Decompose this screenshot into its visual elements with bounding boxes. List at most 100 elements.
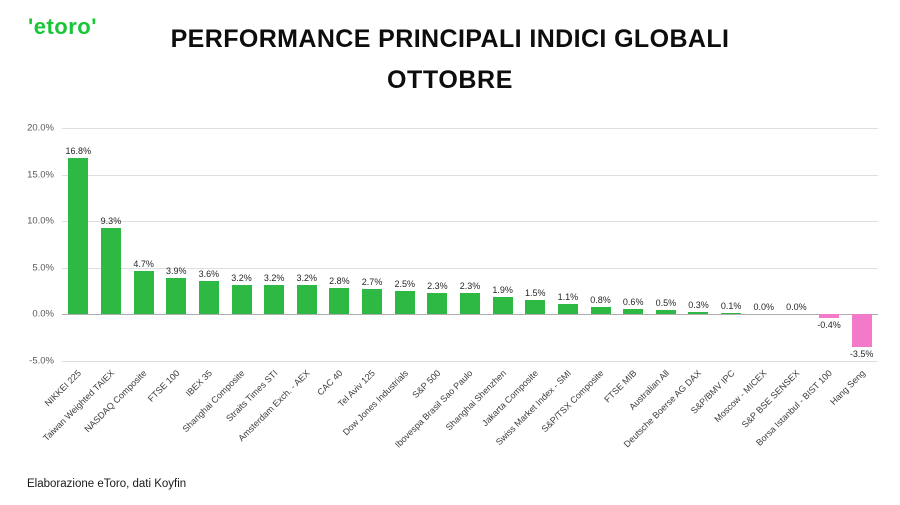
bar	[166, 278, 187, 315]
bar	[655, 309, 676, 315]
bar	[590, 306, 611, 315]
bar	[427, 292, 448, 315]
bar-group: 3.2% Shanghai Composite	[180, 128, 258, 435]
bar-value-label: 3.9%	[165, 266, 187, 277]
bar	[819, 314, 840, 319]
bar	[264, 284, 285, 315]
bar-value-label: 0.0%	[753, 302, 775, 313]
bar-value-label: 0.8%	[590, 294, 611, 305]
bar-category-label: IBEX 35	[183, 368, 214, 399]
bar-category-label: FTSE 100	[145, 368, 182, 404]
bar	[362, 289, 383, 315]
bar-group: 2.3% S&P 500	[410, 128, 454, 400]
bar-group: 3.2% Straits Times STI	[224, 128, 291, 424]
bar-group: 1.9% Shanghai Shenzhen	[443, 128, 519, 433]
gridline	[62, 361, 878, 362]
bar	[492, 296, 513, 315]
bar-value-label: 0.1%	[720, 301, 742, 312]
bar	[68, 157, 89, 315]
bar-category-label: S&P/TSX Composite	[539, 368, 606, 435]
bar	[231, 284, 252, 315]
bar	[133, 270, 154, 315]
bar-value-label: 2.8%	[329, 276, 350, 287]
bar-value-label: 3.6%	[198, 268, 220, 279]
bar	[329, 288, 350, 315]
bar-group: 1.1% Swiss Market Index - SMI	[494, 128, 585, 447]
bar-value-label: 16.8%	[65, 145, 92, 156]
bar-group: 0.3% Deutsche Boerse AG DAX	[622, 128, 715, 450]
bar-group: 0.0% S&P BSE SENSEX	[740, 128, 813, 429]
plot-area: 20.0% 15.0% 10.0% 5.0% 0.0% -5.0% 16.8% NIKKEI …	[27, 123, 878, 450]
bar	[296, 284, 317, 315]
bar	[459, 292, 480, 315]
gridline	[62, 267, 878, 269]
bar-value-label: 3.2%	[263, 272, 285, 283]
bar	[394, 291, 415, 315]
bar-value-label: 2.7%	[361, 277, 383, 288]
gridline	[62, 174, 878, 176]
bar-group: -3.5% Hang Seng	[828, 128, 878, 407]
bar-category-label: S&P 500	[410, 368, 443, 401]
bar-group: 1.5% Jakarta Composite	[480, 128, 552, 428]
bar-value-label: 0.0%	[786, 302, 807, 313]
bar-group: 0.8% S&P/TSX Composite	[539, 128, 617, 434]
y-axis-tick-label: -5.0%	[29, 355, 54, 367]
bar-group: 0.5% Australian All	[627, 128, 683, 412]
bar	[851, 314, 872, 347]
bar-group: 4.7% NASDAQ Composite	[83, 128, 160, 435]
bar-value-label: 2.3%	[427, 280, 448, 291]
etoro-logo: 'etoro'	[28, 14, 97, 39]
bar-value-label: 0.5%	[655, 297, 677, 308]
bar-value-label: 1.5%	[525, 288, 546, 299]
bar-category-label: S&P BSE SENSEX	[739, 368, 802, 430]
bar-group: 3.9% FTSE 100	[146, 128, 193, 404]
chart-title: PERFORMANCE PRINCIPALI INDICI GLOBALI	[170, 25, 730, 53]
bar-value-label: 2.3%	[459, 280, 481, 291]
bar-group: 2.3% Ibovespa Brasil Sao Paulo	[393, 128, 487, 450]
y-axis-tick-label: 0.0%	[32, 308, 54, 320]
zero-gridline	[62, 314, 878, 316]
bar-category-label: Shanghai Shenzhen	[443, 368, 508, 433]
bar-group: 16.8% NIKKEI 225	[43, 128, 95, 409]
bar	[688, 311, 709, 315]
bar-value-label: 9.3%	[100, 215, 122, 226]
bar-group: 2.7% Tel Aviv 125	[336, 128, 389, 409]
bar-group: 3.6% IBEX 35	[184, 128, 226, 399]
bar	[557, 304, 578, 315]
gridline	[62, 221, 878, 223]
bar-group: -0.4% Borsa Istanbul - BIST 100	[754, 128, 846, 448]
bar-value-label: 0.3%	[688, 299, 709, 310]
bar-group: 0.1% S&P/BMV IPC	[688, 128, 748, 415]
y-axis-tick-label: 5.0%	[32, 262, 54, 274]
bar-value-label: 1.9%	[492, 284, 513, 295]
bar-group: 0.0% Moscow - MICEX	[713, 128, 780, 424]
bar-group: 0.6% FTSE MIB	[602, 128, 650, 405]
bar-category-label: CAC 40	[315, 368, 345, 398]
bar-category-label: NASDAQ Composite	[82, 368, 149, 435]
bar-value-label: 0.6%	[622, 296, 644, 307]
bar-category-label: Jakarta Composite	[480, 368, 541, 429]
source-note: Elaborazione eToro, dati Koyfin	[27, 478, 187, 490]
bar-value-label: 3.2%	[231, 272, 252, 283]
bar	[198, 280, 219, 315]
bar-group: 2.5% Dow Jones Industrials	[340, 128, 421, 437]
bar	[623, 308, 644, 315]
chart-subtitle: OTTOBRE	[387, 65, 513, 94]
title-block: PERFORMANCE PRINCIPALI INDICI GLOBALI OT…	[0, 25, 900, 95]
bar-value-label: 1.1%	[557, 292, 579, 303]
bar	[525, 300, 546, 315]
bar-value-label: -3.5%	[849, 348, 874, 359]
y-axis-tick-label: 10.0%	[27, 215, 54, 227]
bar-group: 9.3% Taiwan Weighted TAIEX	[41, 128, 128, 443]
bar-category-label: Shanghai Composite	[180, 368, 247, 435]
bar-value-label: 3.2%	[296, 272, 318, 283]
bar-category-label: Dow Jones Industrials	[340, 368, 410, 438]
bar-value-label: -0.4%	[817, 319, 841, 330]
bar-group: 3.2% Amsterdam Exch. - AEX	[237, 128, 323, 444]
bar-value-label: 4.7%	[133, 258, 154, 269]
bar-value-label: 2.5%	[394, 279, 415, 290]
y-axis-tick-label: 20.0%	[27, 122, 54, 134]
gridline	[62, 128, 878, 129]
bar	[721, 313, 742, 315]
